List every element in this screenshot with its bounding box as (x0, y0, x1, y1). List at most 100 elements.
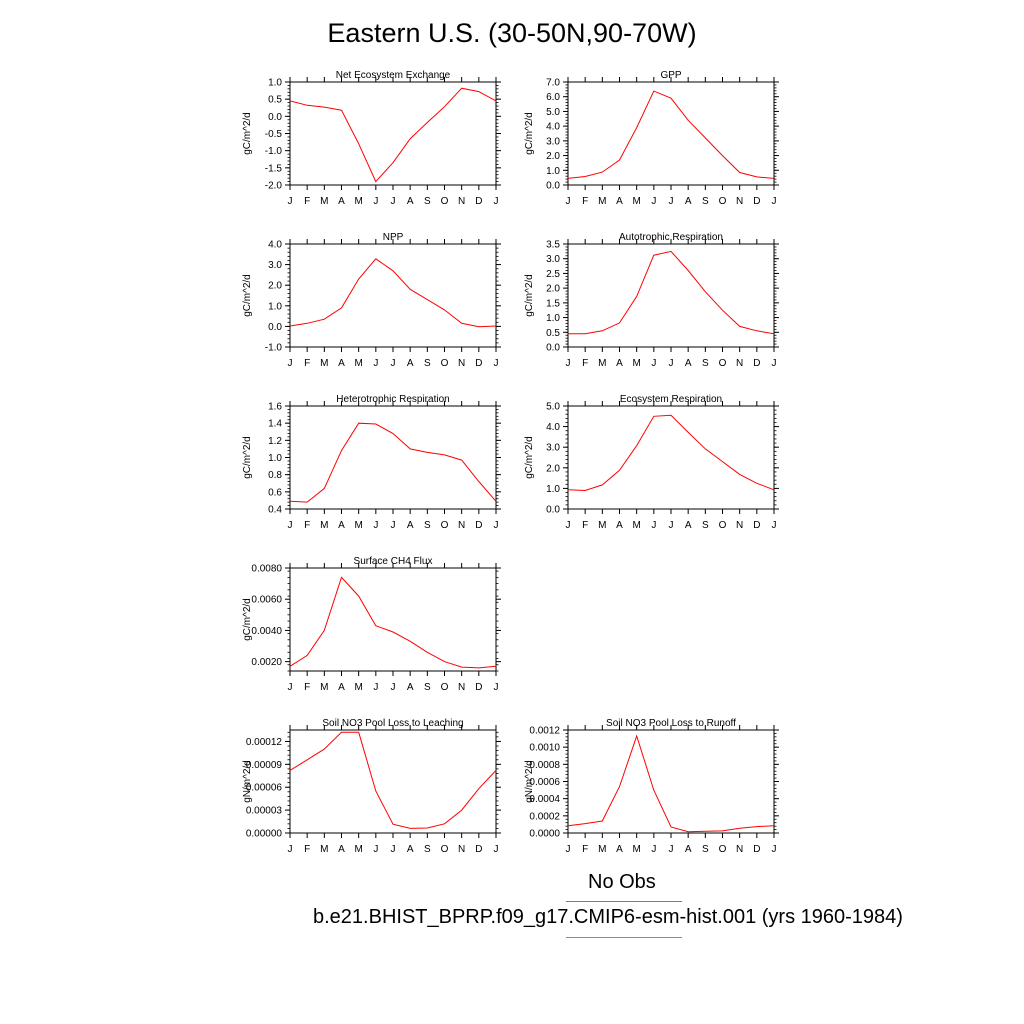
series-line (567, 414, 775, 492)
x-tick-label: J (391, 682, 396, 693)
chart-title: GPP (660, 70, 681, 81)
x-tick-label: J (566, 520, 571, 531)
y-tick-label: 2.0 (546, 151, 560, 162)
x-tick-label: J (772, 358, 777, 369)
x-tick-label: S (702, 520, 709, 531)
y-tick-label: 2.0 (268, 281, 282, 292)
x-tick-label: A (338, 682, 345, 693)
x-tick-label: M (354, 358, 362, 369)
y-axis-label: gC/m^2/d (242, 112, 253, 155)
x-tick-label: A (616, 196, 623, 207)
x-tick-label: J (288, 682, 293, 693)
plot-frame (567, 405, 775, 510)
x-tick-label: O (441, 682, 449, 693)
x-tick-label: M (632, 520, 640, 531)
series-line (567, 90, 775, 179)
y-axis-label: gC/m^2/d (524, 112, 535, 155)
x-tick-label: N (458, 358, 465, 369)
y-axis-label: gC/m^2/d (524, 436, 535, 479)
chart-title: Soil NO3 Pool Loss to Leaching (322, 718, 463, 729)
y-tick-label: 0.0004 (529, 794, 560, 805)
x-tick-label: J (566, 844, 571, 855)
x-tick-label: J (494, 196, 499, 207)
y-tick-label: 1.0 (546, 484, 560, 495)
legend-line-case (566, 937, 682, 938)
x-tick-label: J (288, 196, 293, 207)
x-tick-label: J (288, 520, 293, 531)
x-tick-label: M (320, 682, 328, 693)
y-axis-label: gC/m^2/d (242, 598, 253, 641)
x-tick-label: S (424, 520, 431, 531)
x-tick-label: A (616, 358, 623, 369)
x-tick-label: J (494, 520, 499, 531)
y-tick-label: 0.0000 (529, 829, 560, 840)
x-tick-label: N (458, 844, 465, 855)
x-tick-label: J (669, 844, 674, 855)
plot-frame (289, 405, 497, 510)
plot-frame (289, 729, 497, 834)
y-tick-label: 0.00009 (246, 760, 283, 771)
x-tick-label: J (373, 844, 378, 855)
plot-frame (289, 81, 497, 186)
y-tick-label: 0.0 (546, 505, 560, 516)
x-tick-label: M (320, 358, 328, 369)
x-tick-label: A (407, 844, 414, 855)
series-line (289, 731, 497, 829)
x-tick-label: J (288, 844, 293, 855)
y-tick-label: 0.00012 (246, 737, 283, 748)
y-tick-label: 0.4 (268, 505, 282, 516)
x-tick-label: A (407, 520, 414, 531)
y-tick-label: 4.0 (546, 122, 560, 133)
y-tick-label: 0.0008 (529, 760, 560, 771)
y-tick-label: 4.0 (546, 422, 560, 433)
y-tick-label: 2.0 (546, 463, 560, 474)
y-tick-label: 0.0 (268, 112, 282, 123)
y-tick-label: 5.0 (546, 402, 560, 413)
x-tick-label: F (304, 844, 310, 855)
x-tick-label: F (582, 844, 588, 855)
x-tick-label: J (772, 520, 777, 531)
y-axis-label: gC/m^2/d (524, 274, 535, 317)
x-tick-label: M (354, 844, 362, 855)
x-tick-label: O (719, 358, 727, 369)
y-tick-label: 5.0 (546, 107, 560, 118)
x-tick-label: D (475, 358, 482, 369)
x-tick-label: S (702, 358, 709, 369)
y-tick-label: 1.2 (268, 436, 282, 447)
x-tick-label: F (582, 196, 588, 207)
plot-frame (567, 729, 775, 834)
x-tick-label: D (753, 358, 760, 369)
y-tick-label: 1.6 (268, 402, 282, 413)
x-tick-label: D (475, 196, 482, 207)
y-tick-label: 2.5 (546, 269, 560, 280)
x-tick-label: O (441, 196, 449, 207)
x-tick-label: J (566, 358, 571, 369)
x-tick-label: S (424, 358, 431, 369)
x-tick-label: S (702, 844, 709, 855)
x-tick-label: F (304, 196, 310, 207)
x-tick-label: S (702, 196, 709, 207)
y-tick-label: 0.0060 (251, 595, 282, 606)
x-tick-label: F (304, 358, 310, 369)
x-tick-label: O (441, 520, 449, 531)
x-tick-label: D (475, 844, 482, 855)
y-tick-label: 0.0002 (529, 811, 560, 822)
plot-frame (567, 81, 775, 186)
y-tick-label: 0.0040 (251, 626, 282, 637)
x-tick-label: N (736, 358, 743, 369)
x-tick-label: J (651, 196, 656, 207)
x-tick-label: J (373, 358, 378, 369)
x-tick-label: D (475, 520, 482, 531)
x-tick-label: D (753, 844, 760, 855)
x-tick-label: J (391, 520, 396, 531)
y-tick-label: -1.5 (265, 163, 283, 174)
x-tick-label: A (407, 358, 414, 369)
chart-title: NPP (383, 232, 404, 243)
plot-frame (289, 243, 497, 348)
y-tick-label: 0.0020 (251, 657, 282, 668)
x-tick-label: J (772, 196, 777, 207)
y-tick-label: 0.6 (268, 487, 282, 498)
y-tick-label: 1.0 (268, 78, 282, 89)
chart-title: Net Ecosystem Exchange (336, 70, 451, 81)
x-tick-label: A (685, 196, 692, 207)
